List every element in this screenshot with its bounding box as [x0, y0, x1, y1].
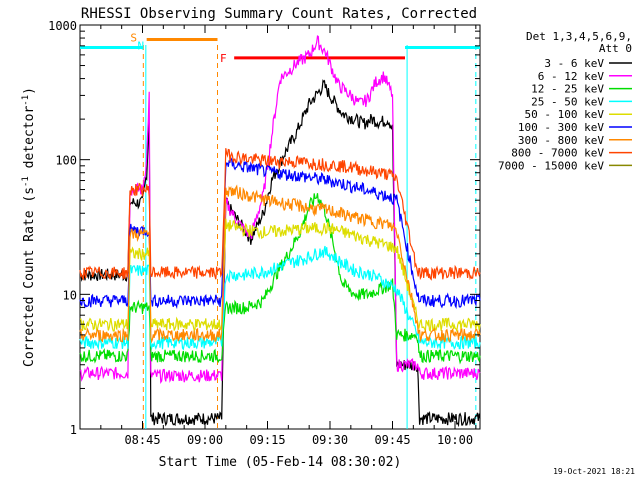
y-tick-label-3: 1000	[48, 19, 77, 33]
series-line-4	[79, 218, 481, 334]
x-tick-label-4: 09:45	[374, 433, 410, 447]
y-tick-label-2: 100	[55, 154, 77, 168]
y-tick-label-1: 10	[63, 288, 77, 302]
legend-label-1: 6 - 12 keV	[538, 70, 605, 83]
y-axis-label-part3: )	[22, 87, 37, 95]
y-axis-label: Corrected Count Rate (s-1 detector-1)	[21, 87, 37, 367]
series-lines	[79, 35, 481, 428]
series-line-2	[79, 193, 481, 365]
annotation-N: N	[138, 40, 145, 53]
series-line-7	[79, 148, 481, 281]
footer-timestamp: 19-Oct-2021 18:21	[553, 467, 635, 476]
y-axis-label-part1: Corrected Count Rate (s	[22, 187, 37, 367]
legend-header-2: Att 0	[599, 42, 632, 55]
x-tick-label-5: 10:00	[437, 433, 473, 447]
legend-label-0: 3 - 6 keV	[544, 57, 604, 70]
series-line-5	[79, 156, 481, 310]
plot-border	[79, 24, 481, 430]
annotation-S: S	[130, 32, 137, 45]
legend-label-7: 800 - 7000 keV	[511, 147, 604, 160]
legend-label-2: 12 - 25 keV	[531, 83, 604, 96]
legend-label-3: 25 - 50 keV	[531, 95, 604, 108]
x-axis-ticks: 08:45 09:00 09:15 09:30 09:45 10:00	[79, 25, 477, 447]
annotation-F: F	[220, 52, 227, 65]
series-line-1	[79, 35, 481, 384]
y-axis-label-sup2: -1	[21, 95, 31, 106]
legend-label-5: 100 - 300 keV	[518, 121, 604, 134]
x-tick-label-3: 09:30	[312, 433, 348, 447]
legend-label-8: 7000 - 15000 keV	[498, 159, 604, 172]
annotations: SN F	[130, 32, 226, 65]
vertical-markers	[142, 45, 477, 429]
x-tick-label-2: 09:15	[249, 433, 285, 447]
y-axis-label-part2: detector	[22, 106, 37, 177]
y-axis-ticks: 1 10 100 1000	[48, 19, 480, 437]
y-tick-label-0: 1	[70, 423, 77, 437]
legend-label-6: 300 - 800 keV	[518, 134, 604, 147]
x-axis-label: Start Time (05-Feb-14 08:30:02)	[159, 455, 402, 470]
y-axis-label-sup1: -1	[21, 176, 31, 187]
legend-header-1: Det 1,3,4,5,6,9,	[526, 30, 632, 43]
observing-bars	[80, 38, 480, 60]
legend-label-4: 50 - 100 keV	[525, 108, 605, 121]
chart-title: RHESSI Observing Summary Count Rates, Co…	[81, 6, 477, 22]
series-line-6	[79, 184, 481, 344]
series-line-3	[79, 245, 481, 351]
x-tick-label-1: 09:00	[187, 433, 223, 447]
plot-frame	[79, 24, 481, 430]
x-tick-label-0: 08:45	[124, 433, 160, 447]
